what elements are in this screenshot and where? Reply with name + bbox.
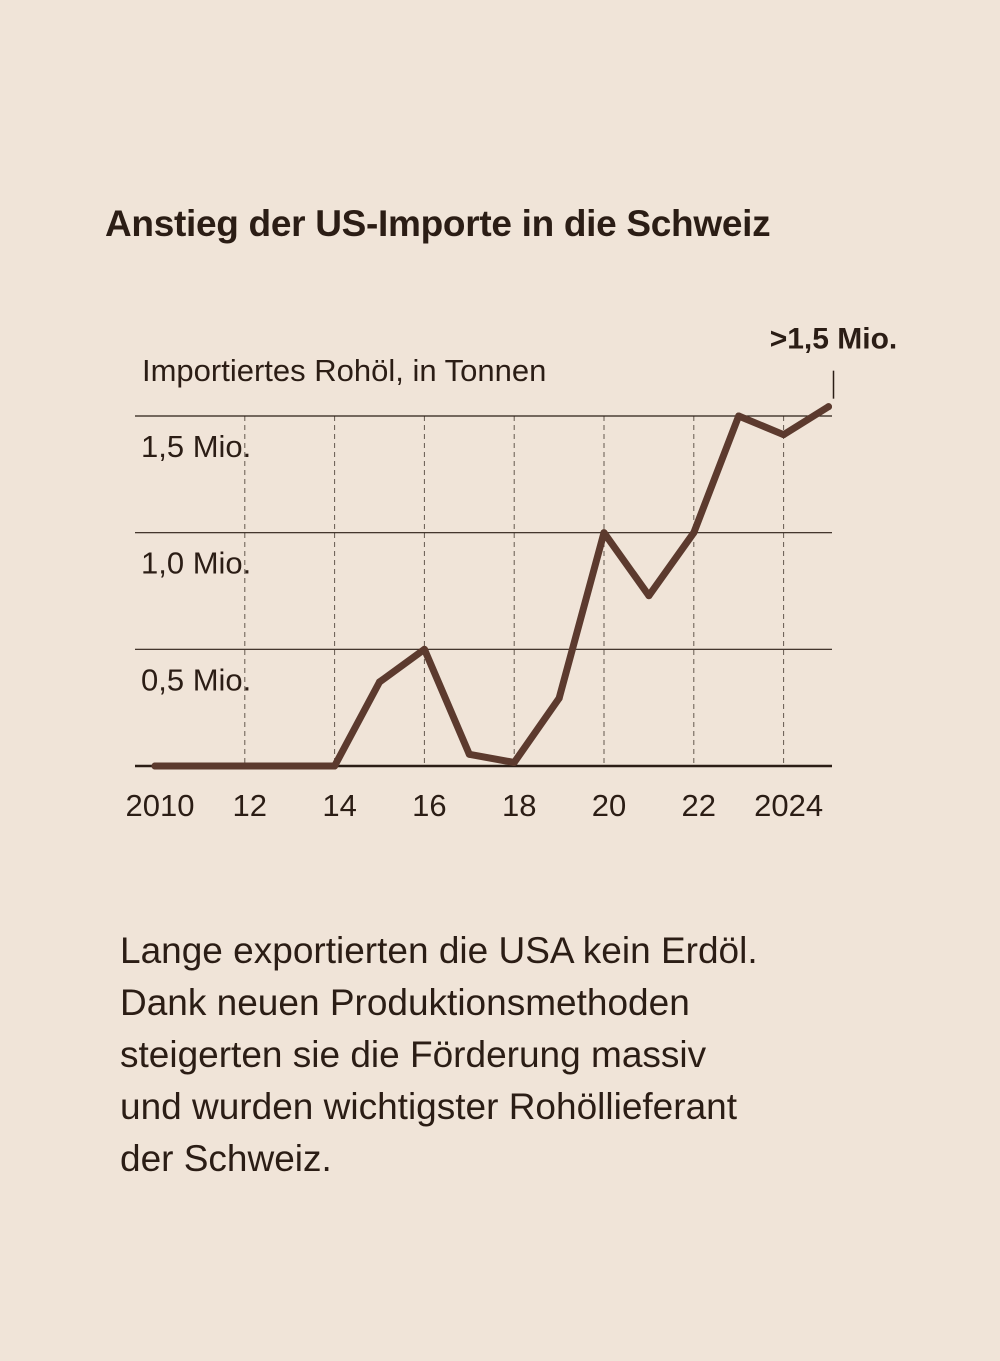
data-point bbox=[420, 645, 428, 653]
caption-line: der Schweiz. bbox=[120, 1138, 332, 1179]
data-point bbox=[331, 762, 339, 770]
data-point bbox=[196, 762, 204, 770]
y-tick-label: 1,0 Mio. bbox=[141, 546, 251, 581]
data-point bbox=[510, 759, 518, 766]
x-tick-label: 14 bbox=[322, 788, 356, 823]
x-tick-label: 18 bbox=[502, 788, 536, 823]
x-tick-label: 16 bbox=[412, 788, 446, 823]
data-point bbox=[690, 529, 698, 537]
data-point bbox=[600, 529, 608, 537]
data-point bbox=[735, 412, 743, 420]
series-line bbox=[151, 403, 832, 770]
data-point bbox=[825, 403, 832, 411]
caption-line: steigerten sie die Förderung massiv bbox=[120, 1034, 707, 1075]
y-axis-label: Importiertes Rohöl, in Tonnen bbox=[142, 353, 546, 388]
x-tick-label: 12 bbox=[233, 788, 267, 823]
caption-line: und wurden wichtigster Rohöllieferant bbox=[120, 1086, 738, 1127]
x-tick-label: 2024 bbox=[754, 788, 823, 823]
x-tick-label: 2010 bbox=[126, 788, 195, 823]
data-point bbox=[151, 762, 159, 770]
caption-line: Lange exportierten die USA kein Erdöl. bbox=[120, 930, 758, 971]
data-point bbox=[555, 694, 563, 702]
caption: Lange exportierten die USA kein Erdöl. D… bbox=[120, 925, 900, 1185]
x-tick-label: 20 bbox=[592, 788, 626, 823]
data-point bbox=[465, 750, 473, 758]
data-point bbox=[645, 592, 653, 600]
annotation-label: >1,5 Mio. bbox=[770, 323, 898, 356]
data-point bbox=[241, 762, 249, 770]
y-tick-label: 0,5 Mio. bbox=[141, 662, 251, 697]
caption-line: Dank neuen Produktionsmethoden bbox=[120, 982, 690, 1023]
x-tick-label: 22 bbox=[682, 788, 716, 823]
data-point bbox=[376, 678, 383, 686]
line-chart: Importiertes Rohöl, in Tonnen 0,5 Mio. 1,… bbox=[126, 323, 898, 823]
data-point bbox=[286, 762, 294, 770]
y-tick-label: 1,5 Mio. bbox=[141, 429, 251, 464]
data-point bbox=[780, 431, 788, 439]
chart-title: Anstieg der US-Importe in die Schweiz bbox=[105, 203, 771, 244]
